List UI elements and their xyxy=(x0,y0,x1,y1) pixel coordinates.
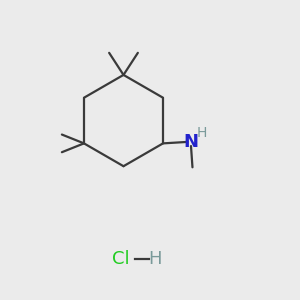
Text: N: N xyxy=(184,133,199,151)
Text: H: H xyxy=(197,126,207,140)
Text: H: H xyxy=(148,250,162,268)
Text: Cl: Cl xyxy=(112,250,129,268)
